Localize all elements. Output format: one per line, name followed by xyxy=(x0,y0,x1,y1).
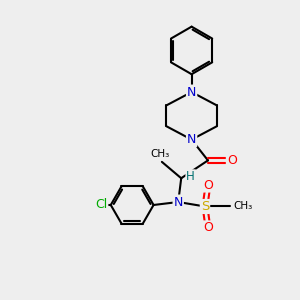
Text: N: N xyxy=(187,133,196,146)
Text: O: O xyxy=(203,221,213,234)
Text: S: S xyxy=(201,200,209,213)
Text: Cl: Cl xyxy=(95,199,107,212)
Text: CH₃: CH₃ xyxy=(151,149,170,159)
Text: O: O xyxy=(203,178,213,192)
Text: CH₃: CH₃ xyxy=(233,202,253,212)
Text: N: N xyxy=(187,85,196,98)
Text: O: O xyxy=(227,154,237,167)
Text: N: N xyxy=(173,196,183,208)
Text: H: H xyxy=(186,170,195,183)
